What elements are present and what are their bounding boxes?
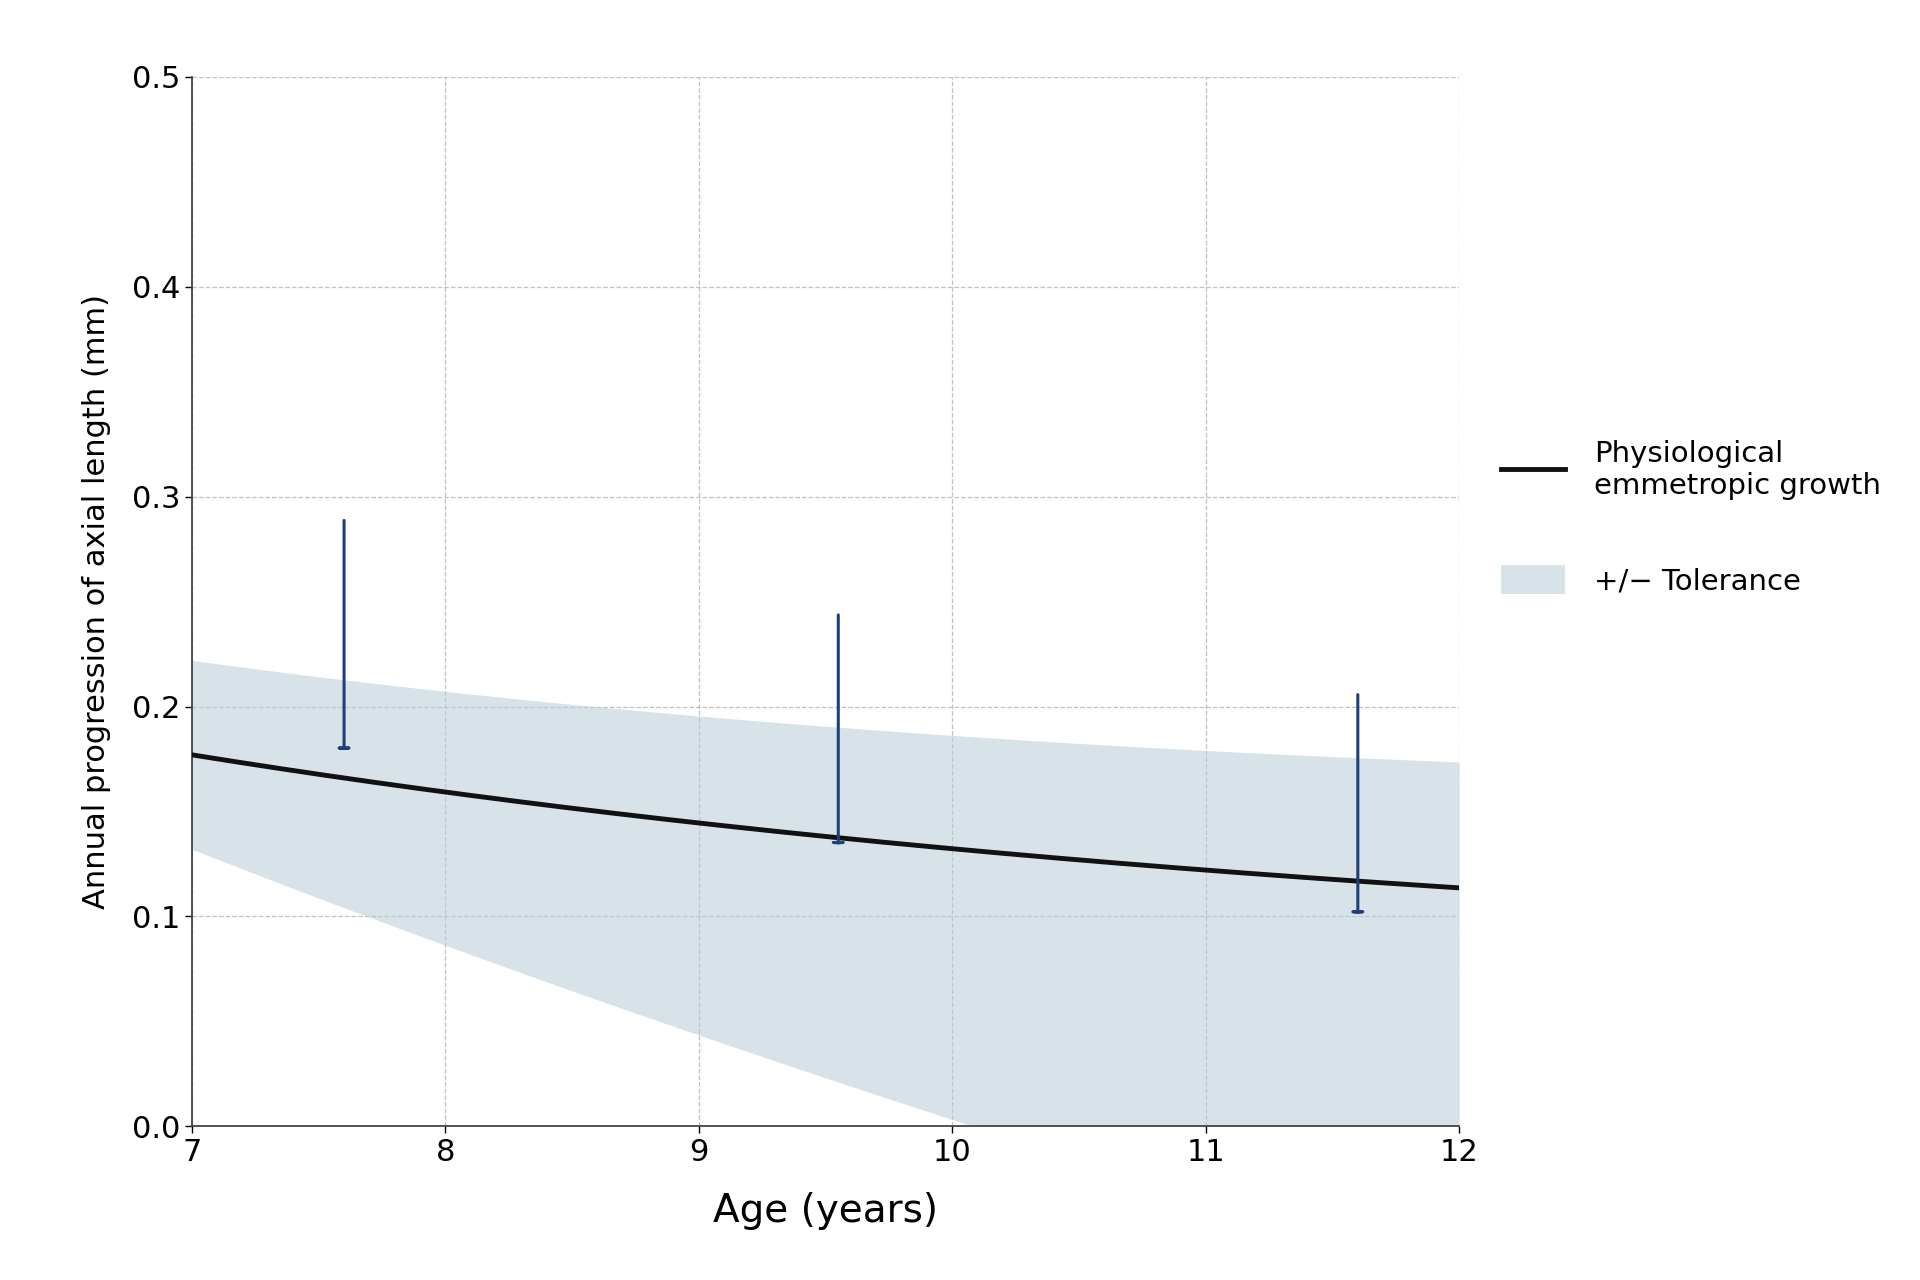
Legend: Physiological
emmetropic growth, +/− Tolerance: Physiological emmetropic growth, +/− Tol… [1486,425,1895,609]
X-axis label: Age (years): Age (years) [712,1192,939,1230]
Y-axis label: Annual progression of axial length (mm): Annual progression of axial length (mm) [83,294,111,909]
